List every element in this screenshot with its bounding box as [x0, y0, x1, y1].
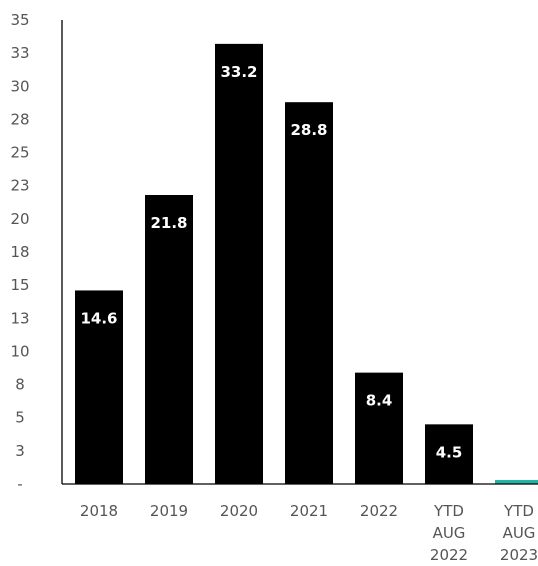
x-tick-label: YTD AUG 2022 [430, 502, 468, 564]
x-tick-label: 2021 [290, 502, 328, 520]
bar-2018 [75, 290, 123, 484]
y-tick-label: 18 [10, 243, 29, 261]
y-tick-label: 13 [10, 309, 29, 327]
bar-2019 [145, 194, 193, 484]
y-tick-label: 28 [10, 110, 29, 128]
data-label: 14.6 [80, 309, 117, 327]
data-label: 4.5 [436, 443, 463, 461]
bar-2022 [355, 372, 403, 484]
x-tick-label: 2018 [80, 502, 118, 520]
y-tick-label: 35 [10, 11, 29, 29]
data-label: 33.2 [220, 63, 257, 81]
bar-ytd-aug-2023 [495, 480, 538, 484]
bar-2021 [285, 102, 333, 485]
bar-ytd-aug-2022 [425, 424, 473, 484]
x-tick-label: 2020 [220, 502, 258, 520]
y-tick-label: 10 [10, 342, 29, 360]
data-label: 28.8 [290, 121, 327, 139]
y-tick-label: 33 [10, 44, 29, 62]
y-tick-label: 23 [10, 177, 29, 195]
y-tick-label: 5 [15, 409, 25, 427]
y-tick-label: 30 [10, 77, 29, 95]
y-tick-label: 8 [15, 376, 25, 394]
y-tick-label: 3 [15, 442, 25, 460]
data-label: 8.4 [366, 392, 393, 410]
x-axis: 2018 2019 2020 2021 2022 YTD AUG 2022 YTD AUG 2023 [62, 483, 538, 564]
x-tick-label: 2019 [150, 502, 188, 520]
x-tick-label: 2022 [360, 502, 398, 520]
y-tick-label: 15 [10, 276, 29, 294]
data-label: 21.8 [150, 214, 187, 232]
y-tick-label: - [17, 475, 22, 493]
y-tick-label: 20 [10, 210, 29, 228]
bar-2020 [215, 43, 263, 485]
y-tick-label: 25 [10, 144, 29, 162]
bars: 14.6 21.8 33.2 28.8 8.4 4.5 [75, 43, 538, 485]
x-tick-label: YTD AUG 2023 [500, 502, 538, 564]
